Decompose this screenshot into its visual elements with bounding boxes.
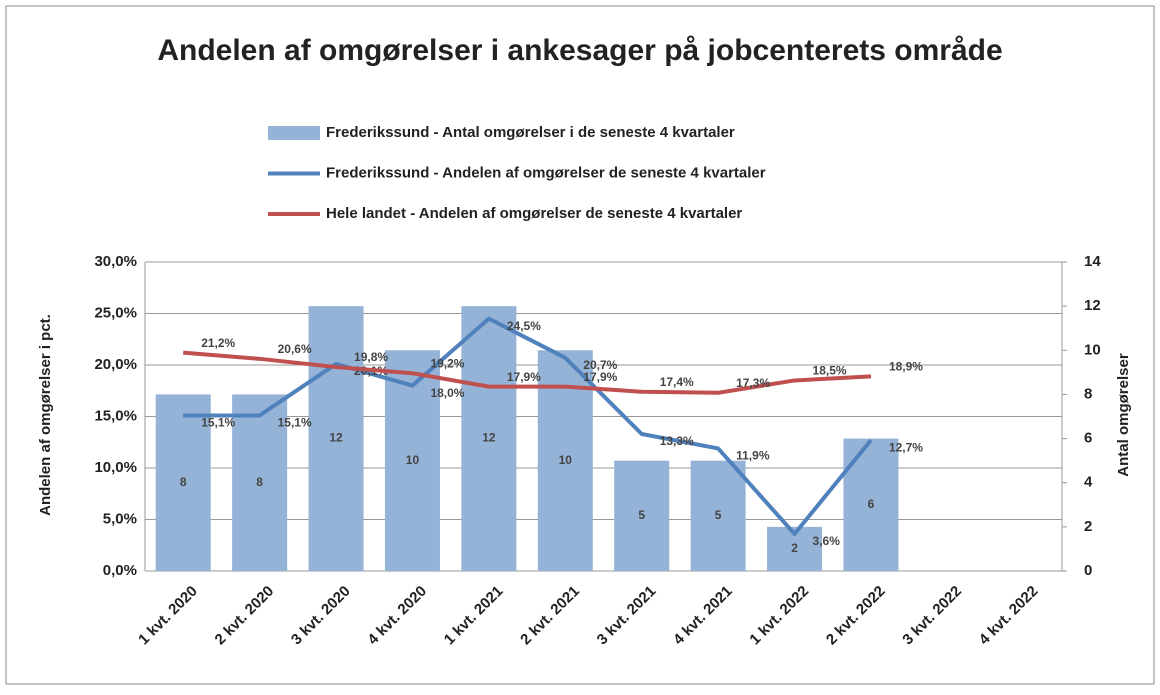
data-label: 15,1% <box>278 416 312 430</box>
data-label: 3,6% <box>813 534 841 548</box>
y-tick-label: 30,0% <box>94 253 137 270</box>
legend-swatch <box>268 126 320 140</box>
y2-tick-label: 12 <box>1084 297 1101 314</box>
legend-label: Frederikssund - Antal omgørelser i de se… <box>326 124 735 141</box>
y-tick-label: 15,0% <box>94 407 137 424</box>
data-label: 17,3% <box>736 376 770 390</box>
bar-label: 2 <box>791 541 798 555</box>
legend-label: Frederikssund - Andelen af omgørelser de… <box>326 164 766 181</box>
y2-tick-label: 10 <box>1084 341 1101 358</box>
data-label: 18,0% <box>430 386 464 400</box>
frame <box>5 5 1155 685</box>
legend-label: Hele landet - Andelen af omgørelser de s… <box>326 205 742 222</box>
bar-label: 12 <box>329 431 343 445</box>
data-label: 24,5% <box>507 319 541 333</box>
bar-label: 5 <box>638 508 645 522</box>
bar-label: 8 <box>256 475 263 489</box>
data-label: 19,8% <box>354 350 388 364</box>
bar <box>690 460 746 571</box>
y-tick-label: 0,0% <box>103 562 137 579</box>
bar-label: 10 <box>406 453 420 467</box>
bar <box>155 394 211 571</box>
data-label: 21,2% <box>201 336 235 350</box>
y2-tick-label: 8 <box>1084 385 1092 402</box>
data-label: 15,1% <box>201 416 235 430</box>
bar-label: 8 <box>180 475 187 489</box>
bar-label: 5 <box>715 508 722 522</box>
data-label: 17,4% <box>660 375 694 389</box>
line <box>183 350 872 395</box>
bar-label: 6 <box>868 497 875 511</box>
y-tick-label: 5,0% <box>103 510 137 527</box>
data-label: 18,5% <box>813 364 847 378</box>
y2-axis-title: Antal omgørelser <box>1115 353 1132 477</box>
chart-title: Andelen af omgørelser i ankesager på job… <box>157 34 1002 67</box>
y-tick-label: 25,0% <box>94 304 137 321</box>
bar-label: 12 <box>482 431 496 445</box>
y2-tick-label: 6 <box>1084 430 1092 447</box>
y-tick-label: 20,0% <box>94 356 137 373</box>
bar-label: 10 <box>559 453 573 467</box>
y2-tick-label: 0 <box>1084 562 1092 579</box>
data-label: 18,9% <box>889 360 923 374</box>
data-label: 20,7% <box>583 358 617 372</box>
data-label: 11,9% <box>736 449 770 463</box>
bar <box>461 306 517 571</box>
data-label: 20,6% <box>278 342 312 356</box>
data-label: 13,3% <box>660 434 694 448</box>
bar <box>614 460 670 571</box>
data-label: 17,9% <box>507 370 541 384</box>
y2-tick-label: 2 <box>1084 518 1092 535</box>
data-label: 12,7% <box>889 440 923 454</box>
y-axis-title: Andelen af omgørelser i pct. <box>37 314 54 516</box>
data-label: 17,9% <box>583 370 617 384</box>
line <box>183 316 873 536</box>
y2-tick-label: 14 <box>1084 253 1101 270</box>
bar <box>232 394 288 571</box>
y-tick-label: 10,0% <box>94 459 137 476</box>
y2-tick-label: 4 <box>1084 474 1093 491</box>
data-label: 19,2% <box>430 356 464 370</box>
bar <box>308 306 364 571</box>
